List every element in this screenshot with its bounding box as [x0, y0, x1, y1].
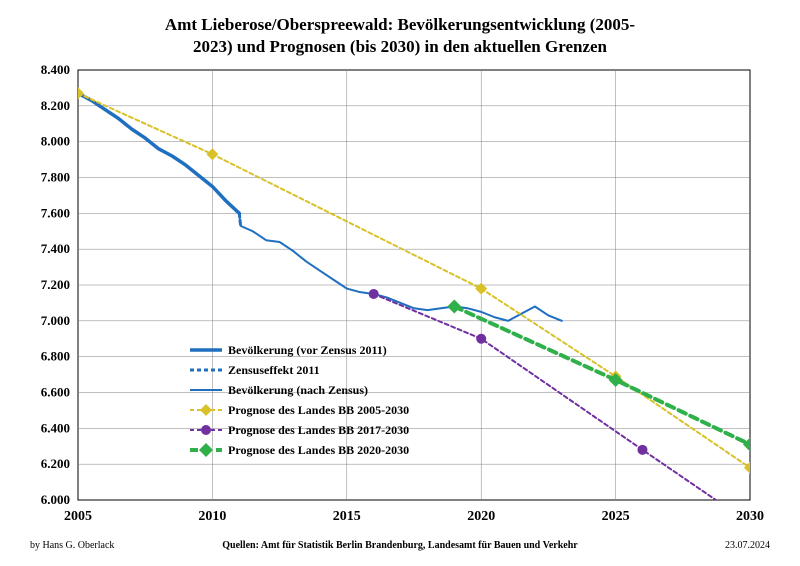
y-tick-label: 6.400	[41, 420, 70, 435]
legend-label: Prognose des Landes BB 2020-2030	[228, 443, 409, 457]
marker-circle	[201, 425, 211, 435]
x-tick-label: 2005	[64, 509, 92, 524]
y-tick-label: 8.000	[41, 134, 70, 149]
chart-container: Amt Lieberose/Oberspreewald: Bevölkerung…	[0, 0, 800, 566]
footer-author: by Hans G. Oberlack	[30, 540, 114, 551]
y-tick-label: 6.600	[41, 385, 70, 400]
legend-label: Bevölkerung (nach Zensus)	[228, 383, 368, 397]
series-line-census_effect	[239, 213, 240, 226]
y-tick-label: 7.400	[41, 241, 70, 256]
chart-title-line2: 2023) und Prognosen (bis 2030) in den ak…	[193, 37, 608, 56]
x-tick-label: 2025	[602, 509, 630, 524]
y-tick-label: 7.800	[41, 170, 70, 185]
x-tick-label: 2020	[467, 509, 495, 524]
legend-label: Zensuseffekt 2011	[228, 363, 320, 377]
footer-date: 23.07.2024	[725, 540, 770, 551]
legend-label: Prognose des Landes BB 2005-2030	[228, 403, 409, 417]
legend-label: Prognose des Landes BB 2017-2030	[228, 423, 409, 437]
marker-circle	[476, 334, 486, 344]
y-tick-label: 7.200	[41, 277, 70, 292]
x-tick-label: 2010	[198, 509, 226, 524]
y-tick-label: 6.200	[41, 456, 70, 471]
chart-bg	[0, 0, 800, 566]
legend-label: Bevölkerung (vor Zensus 2011)	[228, 343, 387, 357]
marker-circle	[637, 445, 647, 455]
x-tick-label: 2015	[333, 509, 361, 524]
chart-svg: Amt Lieberose/Oberspreewald: Bevölkerung…	[0, 0, 800, 566]
y-tick-label: 8.200	[41, 98, 70, 113]
x-tick-label: 2030	[736, 509, 764, 524]
y-tick-label: 7.600	[41, 205, 70, 220]
y-tick-label: 8.400	[41, 62, 70, 77]
chart-title-line1: Amt Lieberose/Oberspreewald: Bevölkerung…	[165, 15, 635, 34]
y-tick-label: 6.000	[41, 492, 70, 507]
y-tick-label: 6.800	[41, 349, 70, 364]
footer-source: Quellen: Amt für Statistik Berlin Brande…	[222, 540, 578, 551]
marker-circle	[369, 289, 379, 299]
y-tick-label: 7.000	[41, 313, 70, 328]
